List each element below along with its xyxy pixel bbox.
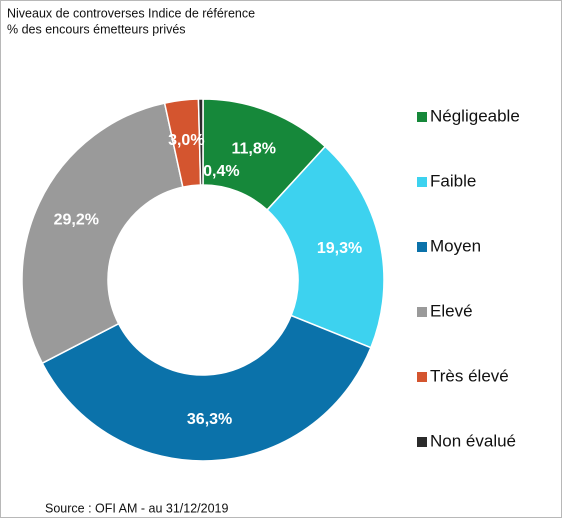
legend-swatch <box>417 437 427 447</box>
legend-label: Très élevé <box>430 366 509 385</box>
donut-segment <box>21 102 184 365</box>
legend-swatch <box>417 112 427 122</box>
data-label: 19,3% <box>317 240 362 257</box>
donut-segment <box>197 98 204 186</box>
legend-swatch <box>417 177 427 187</box>
legend-label: Non évalué <box>430 431 516 450</box>
source: Source : OFI AM - au 31/12/2019 <box>45 501 228 515</box>
chart-subtitle: % des encours émetteurs privés <box>7 22 186 36</box>
data-label: 36,3% <box>187 411 232 428</box>
legend-label: Faible <box>430 171 476 190</box>
legend-swatch <box>417 372 427 382</box>
legend-label: Moyen <box>430 236 481 255</box>
donut-segment <box>266 145 385 349</box>
chart-title: Niveaux de controverses Indice de référe… <box>7 6 255 20</box>
legend-label: Négligeable <box>430 106 520 125</box>
legend-swatch <box>417 307 427 317</box>
data-label: 11,8% <box>231 141 275 158</box>
data-label: 3,0% <box>168 132 204 149</box>
data-label: 29,2% <box>54 212 99 229</box>
donut-segment <box>41 314 372 462</box>
data-label: 0,4% <box>203 163 239 180</box>
legend-label: Elevé <box>430 301 473 320</box>
legend-swatch <box>417 242 427 252</box>
